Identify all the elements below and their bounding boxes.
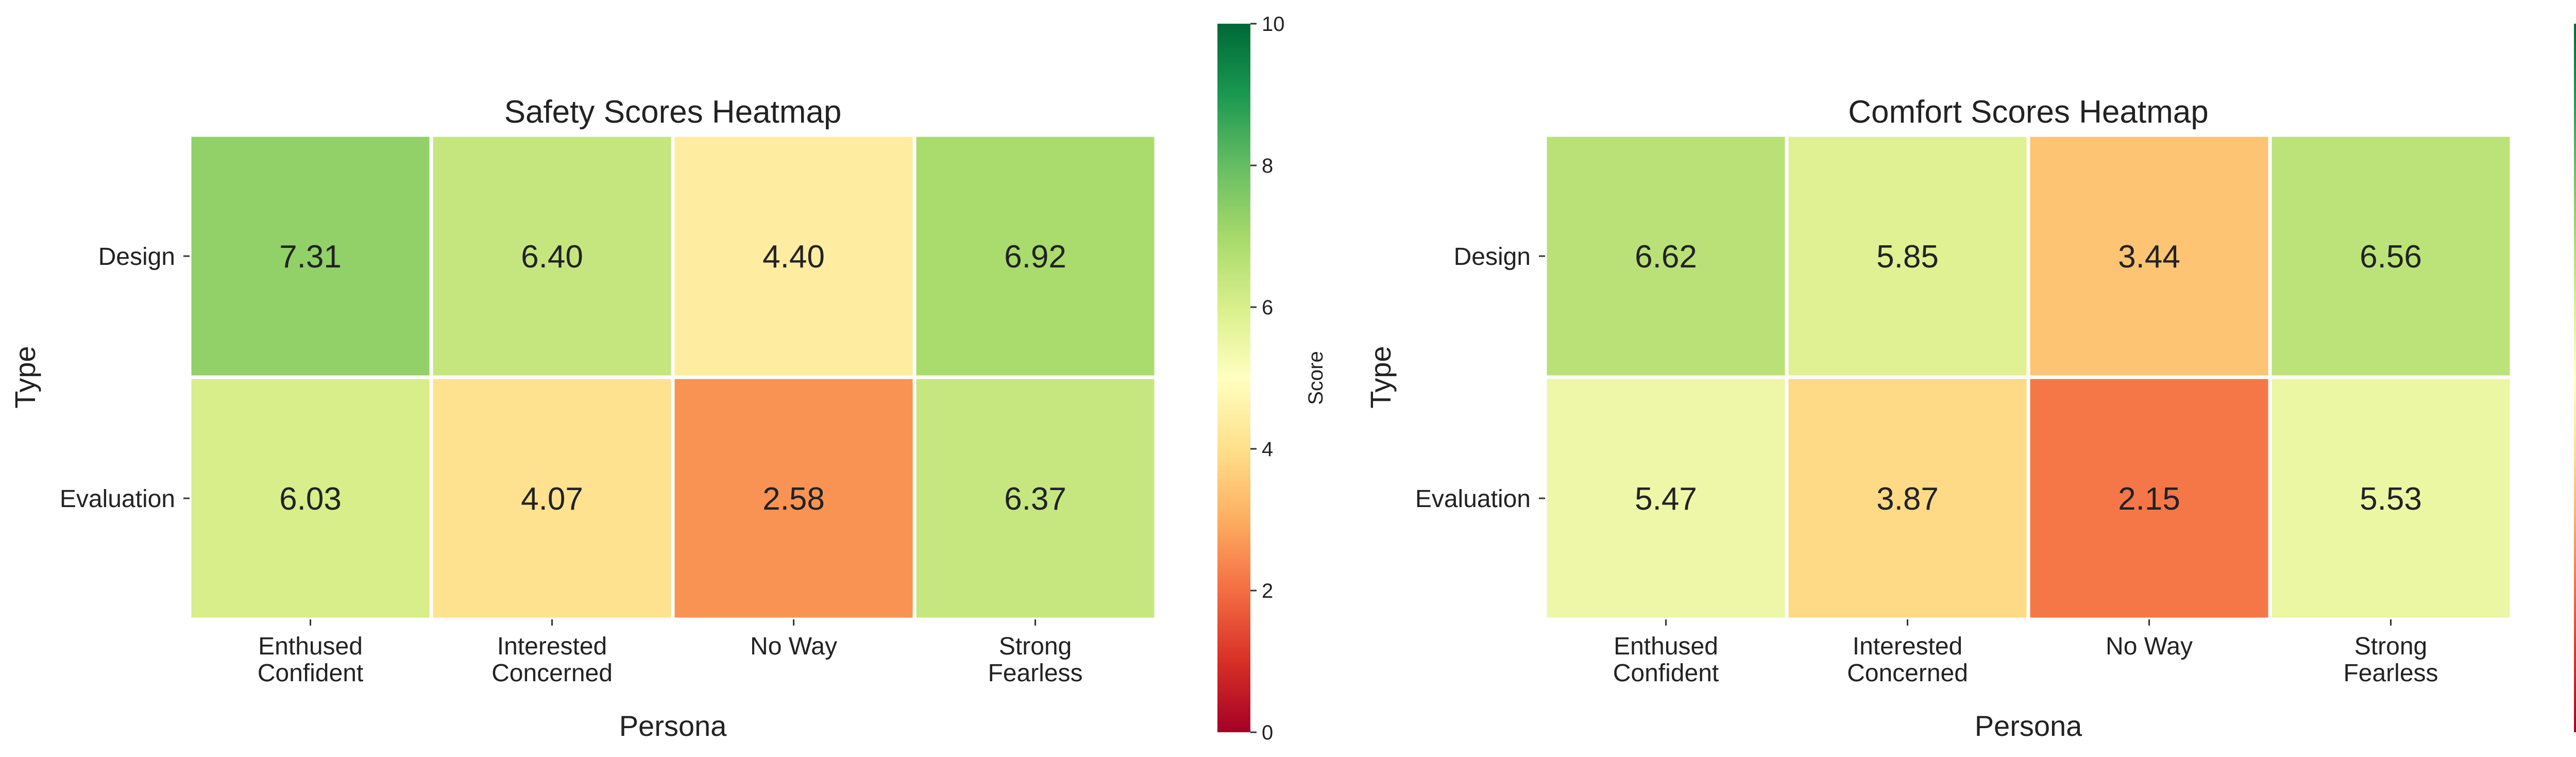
colorbar-tick-label: 4	[1262, 438, 1273, 461]
x-tick-label: Interested Concerned	[492, 633, 613, 687]
y-axis-label: Type	[9, 346, 41, 408]
colorbar-tick-label: 0	[1262, 721, 1273, 744]
y-tick-label: Evaluation	[1415, 485, 1531, 513]
heatmap-cell	[671, 133, 917, 379]
cell-value-label: 6.37	[1004, 481, 1066, 517]
colorbar	[1217, 24, 1250, 732]
cell-value-label: 6.92	[1004, 239, 1066, 275]
y-tick-label: Evaluation	[60, 485, 175, 513]
cell-value-label: 5.53	[2360, 481, 2422, 517]
heatmap-cell	[2268, 375, 2514, 621]
heatmap-cell	[912, 375, 1158, 621]
x-tick-label: Enthused Confident	[258, 633, 363, 687]
x-tick-label: Strong Fearless	[988, 633, 1082, 687]
x-tick-label: No Way	[750, 633, 837, 660]
x-axis-label: Persona	[1975, 710, 2082, 742]
heatmap-cell	[2268, 133, 2514, 379]
y-tick-label: Design	[98, 243, 175, 271]
heatmap-cell	[429, 133, 675, 379]
cell-value-label: 5.47	[1635, 481, 1697, 517]
colorbar-tick-label: 10	[1262, 13, 1285, 36]
colorbar-tick-label: 2	[1262, 580, 1273, 602]
cell-value-label: 6.03	[279, 481, 342, 517]
colorbar-tick-label: 8	[1262, 155, 1273, 177]
heatmap-cell	[1543, 133, 1789, 379]
cell-value-label: 3.87	[1876, 481, 1939, 517]
chart-title: Safety Scores Heatmap	[504, 94, 842, 130]
heatmap-cell	[188, 133, 433, 379]
cell-value-label: 6.62	[1635, 239, 1697, 275]
cell-value-label: 5.85	[1876, 239, 1939, 275]
cell-value-label: 4.07	[521, 481, 583, 517]
heatmap-cell	[2026, 133, 2272, 379]
cell-value-label: 2.58	[762, 481, 825, 517]
cell-value-label: 4.40	[762, 239, 825, 275]
cell-value-label: 3.44	[2118, 239, 2180, 275]
heatmap-cell	[1785, 133, 2030, 379]
chart-title: Comfort Scores Heatmap	[1848, 94, 2208, 130]
cell-value-label: 6.40	[521, 239, 583, 275]
cell-value-label: 6.56	[2360, 239, 2422, 275]
colorbar-tick-label: 6	[1262, 296, 1273, 319]
x-tick-label: Strong Fearless	[2343, 633, 2438, 687]
x-axis-label: Persona	[619, 710, 727, 742]
x-tick-label: No Way	[2106, 633, 2193, 660]
colorbar-label: Score	[1304, 351, 1327, 405]
heatmap-panel-1: Safety Scores Heatmap 7.31 6.40 4.40 6.92 6.0…	[9, 13, 1327, 744]
heatmap-cell	[912, 133, 1158, 379]
x-tick-label: Enthused Confident	[1613, 633, 1719, 687]
cell-value-label: 2.15	[2118, 481, 2180, 517]
colorbar	[2574, 24, 2576, 732]
x-tick-label: Interested Concerned	[1847, 633, 1968, 687]
heatmap-panel-2: Comfort Scores Heatmap 6.62 5.85 3.44 6.56 5.…	[1364, 24, 2576, 742]
y-axis-label: Type	[1364, 346, 1397, 408]
heatmap-cell	[429, 375, 675, 621]
y-tick-label: Design	[1454, 243, 1531, 271]
cell-value-label: 7.31	[279, 239, 342, 275]
